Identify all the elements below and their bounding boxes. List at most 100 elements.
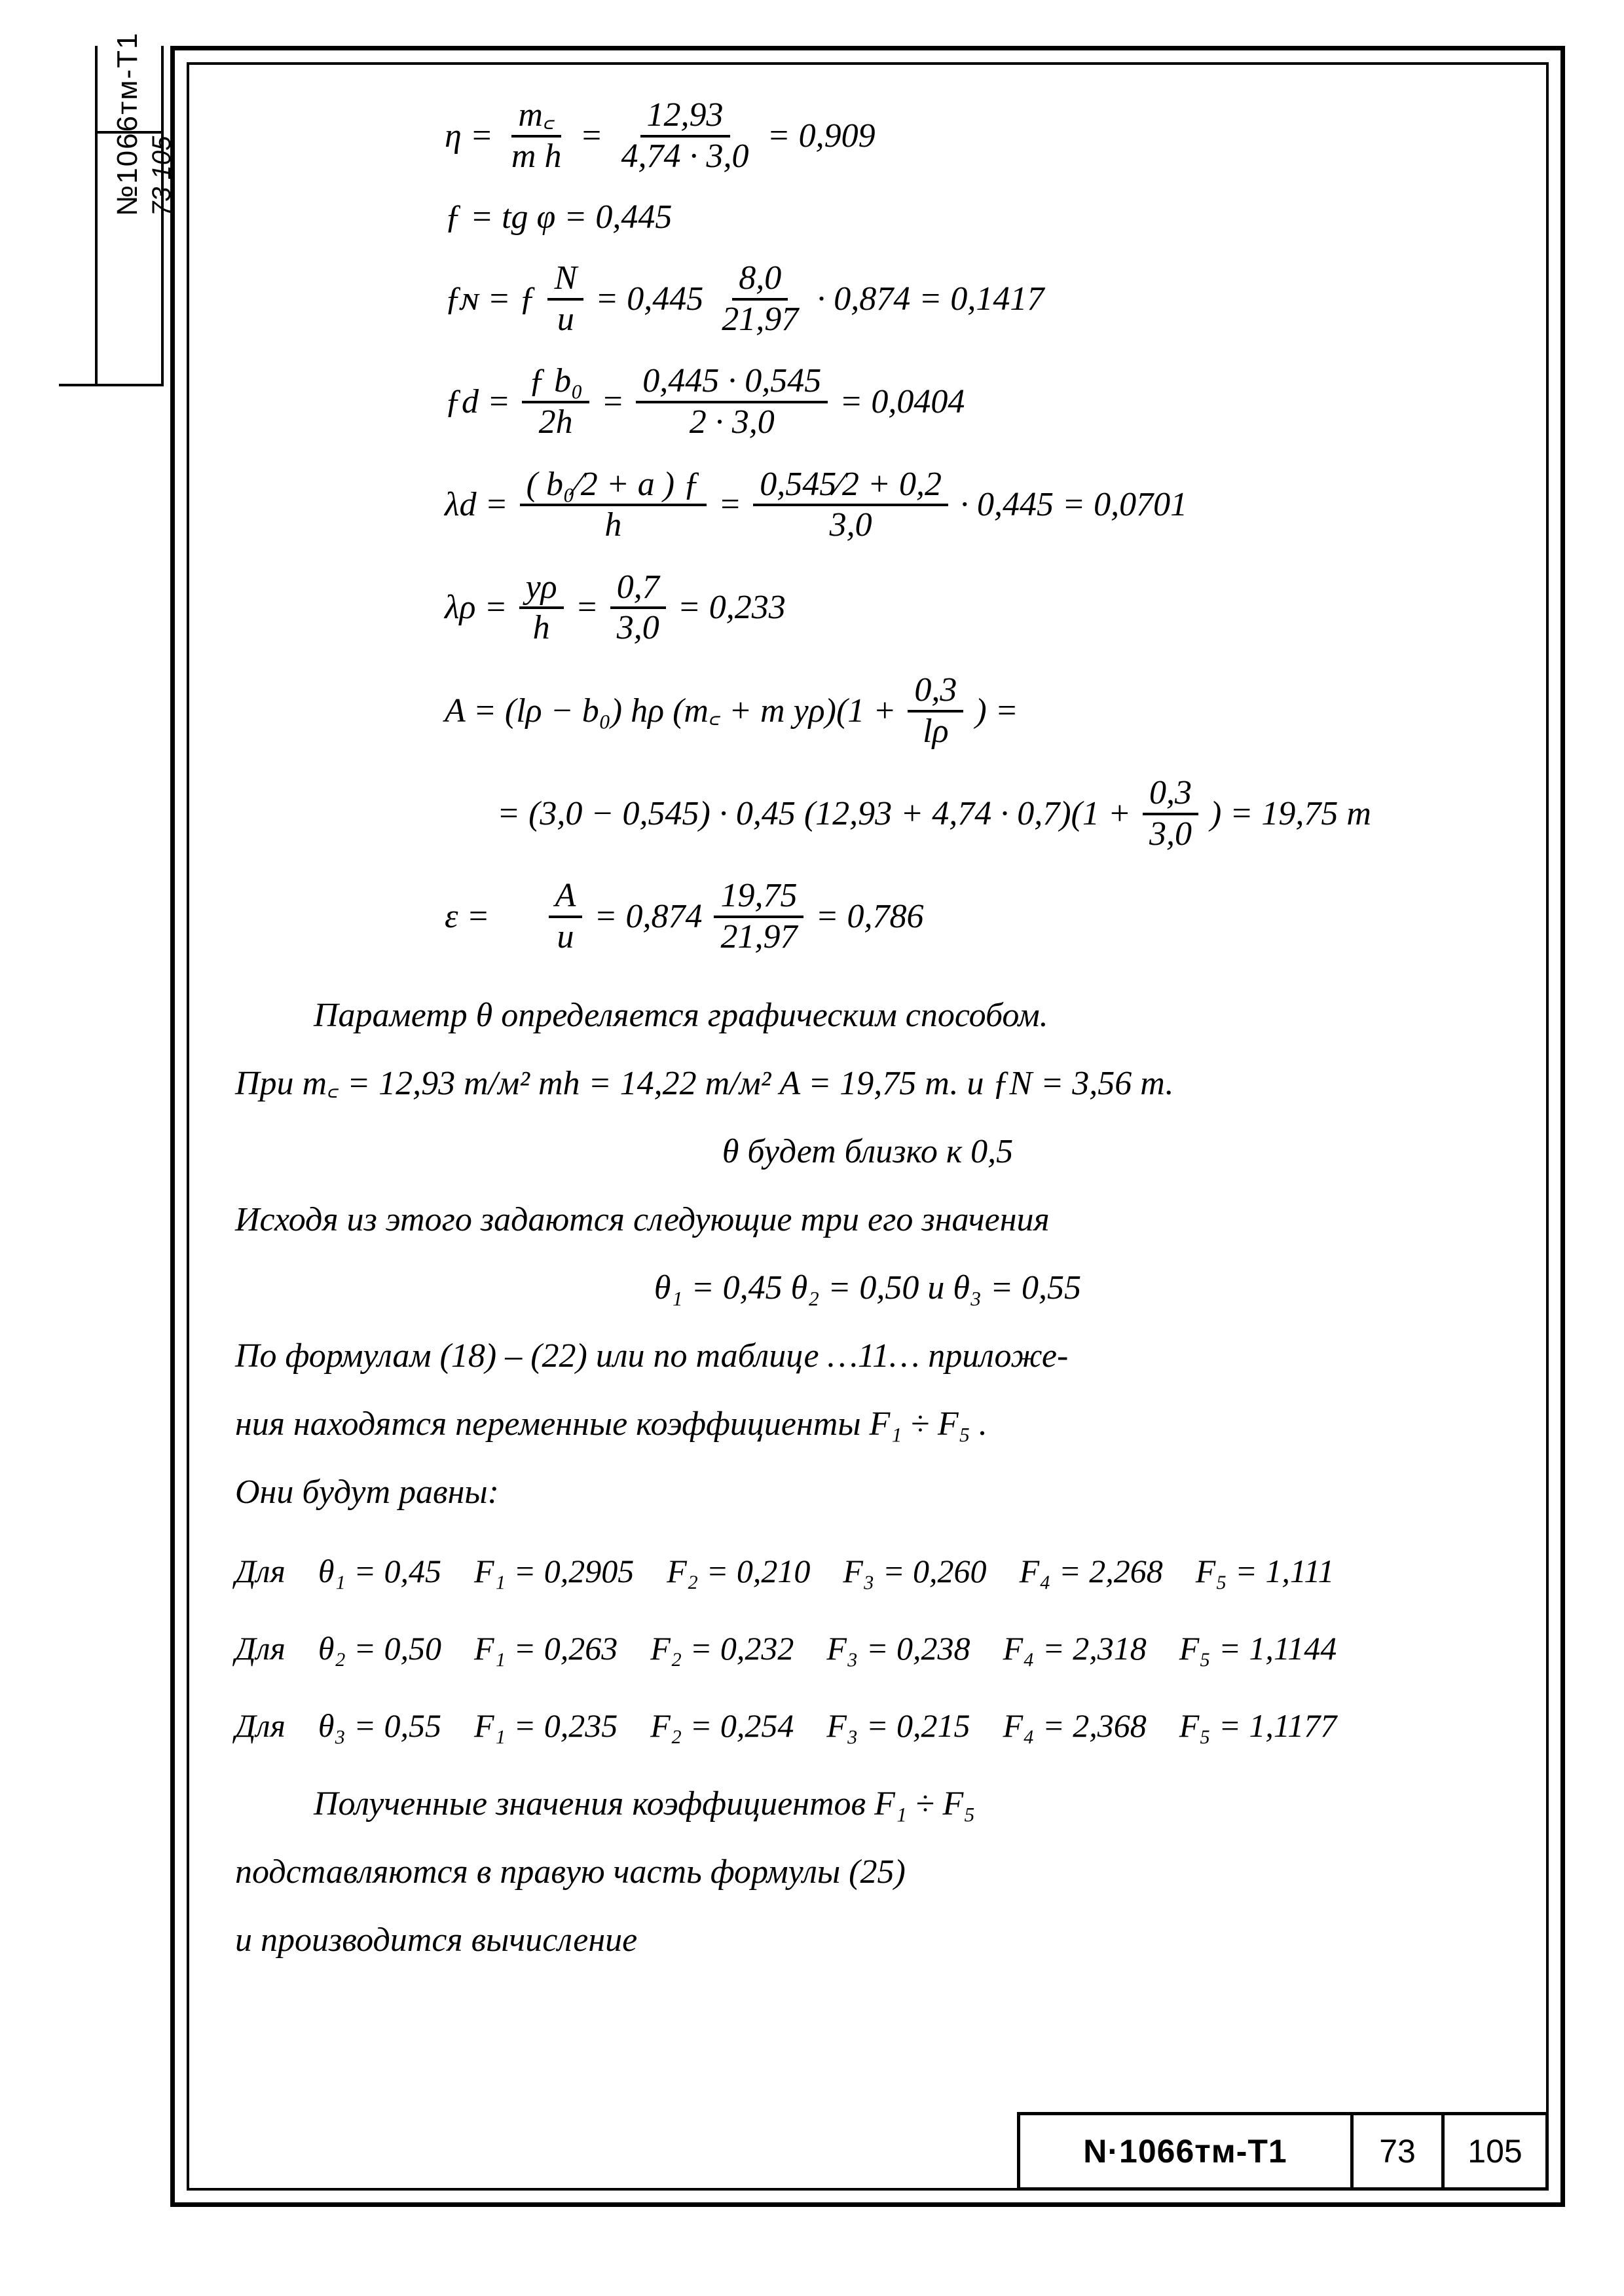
eq-text: η = [445, 119, 493, 153]
coeff-row: Для θ₂ = 0,50 F₁ = 0,263 F₂ = 0,232 F₃ =… [235, 1616, 1500, 1681]
frac-num: 19,75 [714, 878, 803, 918]
eq-text: A = (lρ − b₀) hρ (m꜀ + m yρ)(1 + [445, 694, 896, 728]
frac-den: 21,97 [715, 301, 805, 338]
eq-text: ε = [445, 900, 490, 934]
cell: F₄ = 2,318 [1003, 1616, 1147, 1681]
frac-den: 3,0 [1143, 815, 1198, 853]
frac-num: A [549, 878, 583, 918]
body-text: Параметр θ определяется графическим спос… [235, 982, 1500, 1974]
frac-num: 8,0 [732, 261, 788, 301]
cell: F₃ = 0,215 [826, 1693, 970, 1758]
frac-den: 2 · 3,0 [683, 403, 781, 441]
cell: F₂ = 0,232 [650, 1616, 794, 1681]
eq-text: λd = [445, 488, 508, 522]
frac-den: lρ [916, 713, 955, 750]
frac-den: h [526, 609, 557, 646]
title-block-sheet: 73 [1354, 2115, 1445, 2187]
frac-den: 4,74 · 3,0 [615, 138, 756, 175]
para: При m꜀ = 12,93 т/м² mh = 14,22 т/м² A = … [235, 1050, 1500, 1118]
frac-num: N [547, 261, 583, 301]
cell: F₃ = 0,238 [826, 1616, 970, 1681]
eq-text: = (3,0 − 0,545) · 0,45 (12,93 + 4,74 · 0… [497, 797, 1131, 831]
eq-text: = 0,909 [767, 119, 876, 153]
eq-text: λρ = [445, 591, 507, 625]
eq-A-line2: = (3,0 − 0,545) · 0,45 (12,93 + 4,74 · 0… [497, 775, 1500, 852]
eq-f: ƒ = tg φ = 0,445 [445, 200, 1500, 234]
frac-den: 3,0 [610, 609, 666, 646]
cell: F₅ = 1,1144 [1179, 1616, 1337, 1681]
cell: F₁ = 0,263 [474, 1616, 618, 1681]
title-block: N·1066тм-Т1 73 105 [1017, 2112, 1549, 2191]
frac-num: 0,7 [610, 570, 666, 610]
eq-text: = 0,874 [594, 900, 702, 934]
frac-den: u [551, 301, 581, 338]
page: №1066тм-Т1 73 105 η = m꜀m h = 12,934,74 … [0, 0, 1624, 2296]
frac-num: 0,545⁄2 + 0,2 [753, 467, 948, 507]
para: и производится вычисление [235, 1906, 1500, 1974]
eq-text: ) = 19,75 т [1210, 797, 1371, 831]
eq-eta: η = m꜀m h = 12,934,74 · 3,0 = 0,909 [445, 98, 1500, 174]
cell: F₅ = 1,1177 [1179, 1693, 1337, 1758]
eq-lambda-d: λd = ( b₀⁄2 + a ) ƒh = 0,545⁄2 + 0,23,0 … [445, 467, 1500, 544]
inner-frame: η = m꜀m h = 12,934,74 · 3,0 = 0,909 ƒ = … [187, 62, 1549, 2191]
para: Исходя из этого задаются следующие три е… [235, 1186, 1500, 1254]
eq-text: = [576, 591, 599, 625]
frac-den: u [550, 918, 580, 955]
coeff-row: Для θ₃ = 0,55 F₁ = 0,235 F₂ = 0,254 F₃ =… [235, 1693, 1500, 1758]
eq-A-line1: A = (lρ − b₀) hρ (m꜀ + m yρ)(1 + 0,3lρ )… [445, 673, 1500, 749]
cell: F₄ = 2,368 [1003, 1693, 1147, 1758]
cell: F₁ = 0,235 [474, 1693, 618, 1758]
eq-fd: ƒd = ƒ b₀2h = 0,445 · 0,5452 · 3,0 = 0,0… [445, 363, 1500, 440]
cell: Для [235, 1693, 286, 1758]
eq-text: ) = [975, 694, 1018, 728]
frac-num: ( b₀⁄2 + a ) ƒ [520, 467, 707, 507]
eq-text: = 0,786 [815, 900, 923, 934]
cell: Для [235, 1538, 286, 1604]
para: подставляются в правую часть формулы (25… [235, 1838, 1500, 1906]
frac-den: 3,0 [823, 506, 879, 544]
para: ния находятся переменные коэффициенты F₁… [235, 1390, 1500, 1458]
eq-text: = [718, 488, 741, 522]
eq-text: · 0,874 = 0,1417 [817, 282, 1044, 316]
frac-num: ƒ b₀ [522, 363, 589, 403]
cell: F₃ = 0,260 [843, 1538, 986, 1604]
coeff-row: Для θ₁ = 0,45 F₁ = 0,2905 F₂ = 0,210 F₃ … [235, 1538, 1500, 1604]
eq-text: = 0,0404 [840, 385, 965, 419]
cell: Для [235, 1616, 286, 1681]
para: Они будут равны: [235, 1458, 1500, 1527]
cell: F₄ = 2,268 [1020, 1538, 1163, 1604]
para: θ будет близко к 0,5 [235, 1118, 1500, 1186]
eq-text: ƒd = [445, 385, 510, 419]
eq-text: ƒɴ = ƒ [445, 282, 536, 316]
frac-num: 0,3 [908, 673, 963, 713]
cell: F₁ = 0,2905 [474, 1538, 634, 1604]
frac-num: m꜀ [511, 98, 561, 138]
eq-text: = 0,233 [678, 591, 786, 625]
eq-text: · 0,445 = 0,0701 [960, 488, 1187, 522]
para: Полученные значения коэффициентов F₁ ÷ F… [235, 1770, 1500, 1838]
equations-block: η = m꜀m h = 12,934,74 · 3,0 = 0,909 ƒ = … [445, 98, 1500, 955]
frac-den: h [598, 506, 628, 544]
outer-frame: η = m꜀m h = 12,934,74 · 3,0 = 0,909 ƒ = … [170, 46, 1565, 2207]
cell: θ₂ = 0,50 [318, 1616, 441, 1681]
para: θ₁ = 0,45 θ₂ = 0,50 и θ₃ = 0,55 [235, 1254, 1500, 1322]
eq-fN: ƒɴ = ƒ Nu = 0,445 8,021,97 · 0,874 = 0,1… [445, 261, 1500, 337]
para: Параметр θ определяется графическим спос… [235, 982, 1500, 1050]
side-title-block: №1066тм-Т1 73 105 [59, 46, 164, 386]
para: По формулам (18) – (22) или по таблице …… [235, 1322, 1500, 1390]
eq-text: = 0,445 [595, 282, 703, 316]
eq-text: = [601, 385, 624, 419]
cell: θ₃ = 0,55 [318, 1693, 441, 1758]
frac-num: 12,93 [640, 98, 730, 138]
cell: F₅ = 1,111 [1196, 1538, 1335, 1604]
side-doc-number: №1066тм-Т1 [111, 32, 144, 217]
eq-epsilon: ε = Au = 0,874 19,7521,97 = 0,786 [445, 878, 1500, 955]
frac-den: m h [505, 138, 568, 175]
cell: F₂ = 0,210 [667, 1538, 810, 1604]
frac-den: 21,97 [714, 918, 803, 955]
eq-text: = [580, 119, 602, 153]
eq-lambda-p: λρ = yρh = 0,73,0 = 0,233 [445, 570, 1500, 646]
cell: F₂ = 0,254 [650, 1693, 794, 1758]
eq-text: ƒ = tg φ = 0,445 [445, 200, 672, 234]
frac-den: 2h [532, 403, 580, 441]
